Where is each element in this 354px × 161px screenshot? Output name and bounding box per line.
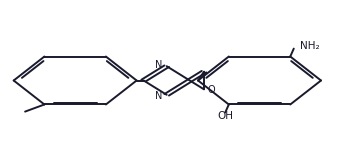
Text: OH: OH (217, 111, 233, 121)
Text: N: N (155, 60, 162, 70)
Text: O: O (208, 85, 216, 95)
Text: NH₂: NH₂ (300, 41, 319, 51)
Text: N: N (155, 91, 162, 101)
